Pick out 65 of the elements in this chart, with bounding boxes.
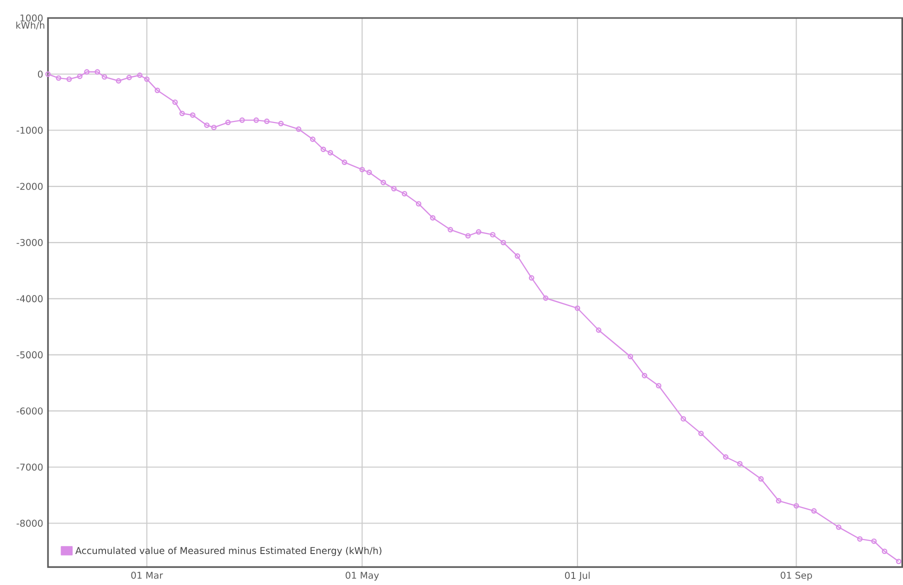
point xyxy=(342,159,348,165)
point xyxy=(857,536,863,542)
y-tick-label: -5000 xyxy=(16,351,43,358)
point xyxy=(328,150,334,156)
y-axis-title: kWh/h xyxy=(16,22,44,30)
point xyxy=(737,460,743,466)
point xyxy=(296,126,302,132)
y-tick-label: -6000 xyxy=(16,407,43,414)
y-tick-label: 0 xyxy=(38,70,43,78)
point xyxy=(278,120,284,126)
point xyxy=(430,215,436,221)
point xyxy=(871,538,877,544)
y-tick-label: -2000 xyxy=(16,182,43,190)
point xyxy=(366,170,372,176)
point xyxy=(642,372,648,378)
point xyxy=(190,112,196,118)
point xyxy=(416,201,422,206)
point xyxy=(514,253,520,259)
point xyxy=(391,186,397,192)
x-tick-label: 01 Mar xyxy=(131,572,164,579)
point xyxy=(836,524,842,530)
point xyxy=(465,233,471,238)
point xyxy=(402,190,408,196)
y-tick-label: -7000 xyxy=(16,464,43,471)
point xyxy=(656,382,662,388)
point xyxy=(528,275,534,281)
point xyxy=(476,229,482,235)
point xyxy=(500,240,506,246)
x-tick-label: 01 May xyxy=(346,572,379,581)
point xyxy=(320,146,326,152)
point xyxy=(225,120,231,126)
point xyxy=(776,498,782,504)
y-tick-label: -8000 xyxy=(16,520,43,527)
point xyxy=(172,99,178,105)
point xyxy=(144,76,150,82)
point xyxy=(310,136,316,142)
point xyxy=(574,305,580,311)
x-tick-label: 01 Jul xyxy=(565,572,590,581)
y-tick-label: -1000 xyxy=(16,126,43,134)
point xyxy=(448,226,454,232)
point xyxy=(596,327,602,333)
point xyxy=(490,232,496,238)
y-tick-label: 1000 xyxy=(20,14,43,22)
point xyxy=(154,88,160,94)
point xyxy=(211,124,217,130)
point xyxy=(542,295,548,301)
point xyxy=(179,110,185,116)
x-tick-label: 01 Sep xyxy=(780,572,812,581)
point xyxy=(359,166,365,172)
point xyxy=(722,454,728,460)
legend-label: Accumulated value of Measured minus Estimated Energy (kWh/h) xyxy=(75,546,382,556)
point xyxy=(380,180,386,186)
point xyxy=(811,508,817,514)
point xyxy=(794,503,800,509)
point xyxy=(698,430,704,436)
y-tick-label: -4000 xyxy=(16,295,43,302)
point xyxy=(204,122,210,128)
point xyxy=(758,476,764,482)
point xyxy=(680,416,686,422)
point xyxy=(254,117,259,123)
y-tick-label: -3000 xyxy=(16,238,43,246)
point xyxy=(264,118,270,124)
point xyxy=(882,548,888,554)
point xyxy=(239,117,245,123)
point xyxy=(628,354,634,360)
